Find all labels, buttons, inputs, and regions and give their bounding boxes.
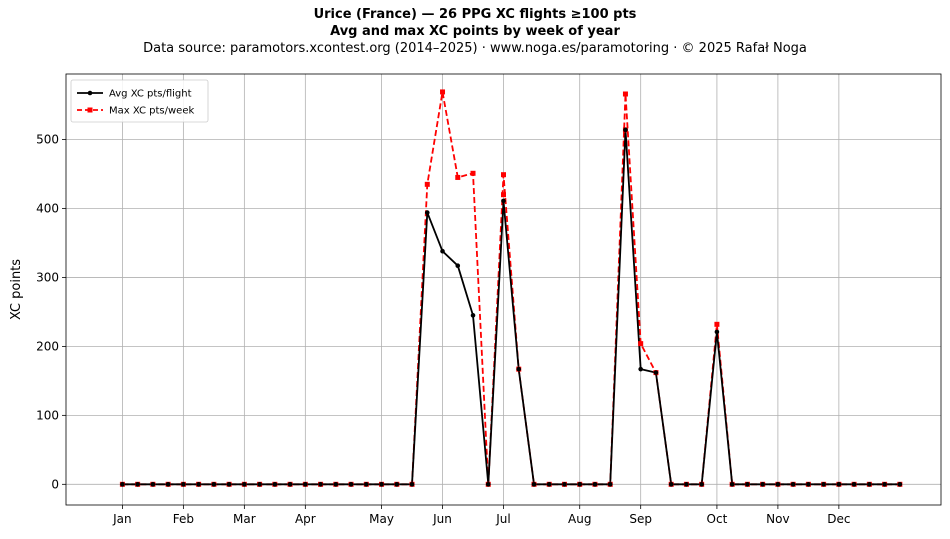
data-point-avg xyxy=(577,482,583,487)
data-point-avg xyxy=(699,482,704,487)
data-point-avg xyxy=(348,482,354,487)
data-point-avg xyxy=(821,482,826,487)
data-point-avg xyxy=(897,482,903,487)
x-tick-label: Feb xyxy=(173,512,194,526)
data-point-avg xyxy=(379,482,384,487)
data-point-avg xyxy=(150,482,156,487)
data-point-avg xyxy=(882,482,887,487)
data-point-avg xyxy=(424,210,430,215)
data-point-avg xyxy=(440,248,445,254)
y-tick-label: 400 xyxy=(36,201,59,215)
data-point-avg xyxy=(653,370,659,375)
data-point-avg xyxy=(638,366,643,372)
chart-title: Urice (France) — 26 PPG XC flights ≥100 … xyxy=(313,7,637,22)
grid-lines xyxy=(66,74,941,505)
legend-label: Avg XC pts/flight xyxy=(109,89,192,100)
y-tick-label: 300 xyxy=(36,270,59,284)
data-point-avg xyxy=(806,482,811,487)
data-point-max xyxy=(714,321,720,327)
y-tick-label: 200 xyxy=(36,339,59,353)
data-point-avg xyxy=(318,482,323,487)
chart-source-note: Data source: paramotors.xcontest.org (20… xyxy=(143,41,807,56)
legend-marker xyxy=(87,90,93,96)
data-point-avg xyxy=(714,329,720,335)
x-tick-label: Dec xyxy=(827,512,850,526)
y-axis-label: XC points xyxy=(9,259,24,320)
plot-frame xyxy=(65,73,942,506)
legend: Avg XC pts/flight Max XC pts/week xyxy=(70,79,209,123)
axes: Jan Feb Mar Apr May Jun Jul Aug Sep Oct Nov Dec 0 100… xyxy=(36,73,942,526)
series-line-avg xyxy=(122,128,900,486)
legend-box xyxy=(70,79,209,123)
data-point-avg xyxy=(135,482,140,487)
data-point-avg xyxy=(226,482,232,487)
data-point-avg xyxy=(257,482,262,487)
data-point-avg xyxy=(607,482,613,487)
x-tick-label: Jan xyxy=(112,512,132,526)
x-tick-label: Sep xyxy=(629,512,652,526)
data-point-max xyxy=(455,174,461,180)
data-point-avg xyxy=(333,482,339,487)
data-point-avg xyxy=(516,366,522,372)
data-point-avg xyxy=(470,313,476,318)
data-point-avg xyxy=(867,482,872,487)
data-point-avg xyxy=(623,127,628,133)
y-tick-label: 500 xyxy=(36,133,59,147)
data-point-avg xyxy=(211,482,217,487)
data-point-avg xyxy=(790,482,796,487)
data-point-avg xyxy=(196,482,201,487)
data-point-avg xyxy=(851,482,857,487)
data-point-avg xyxy=(165,482,171,487)
y-tick-label: 0 xyxy=(51,477,59,491)
data-point-avg xyxy=(760,482,765,487)
data-point-avg xyxy=(531,482,537,487)
data-point-avg xyxy=(729,482,735,487)
data-point-max xyxy=(638,341,644,347)
chart-subtitle: Avg and max XC points by week of year xyxy=(330,24,620,39)
data-point-avg xyxy=(409,482,415,487)
data-point-avg xyxy=(455,263,461,269)
data-point-max xyxy=(470,170,476,176)
x-tick-label: Jul xyxy=(495,512,510,526)
x-tick-label: Jun xyxy=(432,512,452,526)
data-point-max xyxy=(424,181,430,187)
data-point-max xyxy=(501,192,506,198)
x-tick-label: Oct xyxy=(707,512,728,526)
data-point-avg xyxy=(668,482,674,487)
legend-label: Max XC pts/week xyxy=(109,106,194,117)
y-tick-label: 100 xyxy=(36,408,59,422)
data-point-max xyxy=(440,89,446,95)
data-point-avg xyxy=(745,482,750,487)
data-point-avg xyxy=(303,482,308,487)
data-point-max xyxy=(501,172,506,178)
series-layer xyxy=(119,89,903,487)
data-point-avg xyxy=(501,198,506,204)
x-tick-label: Nov xyxy=(766,512,789,526)
x-tick-label: Aug xyxy=(568,512,591,526)
data-point-avg xyxy=(394,482,400,487)
data-point-avg xyxy=(242,482,247,487)
data-point-avg xyxy=(775,482,781,487)
data-point-avg xyxy=(546,482,552,487)
data-point-avg xyxy=(836,482,842,487)
legend-marker xyxy=(87,107,93,113)
data-point-avg xyxy=(485,482,491,487)
data-point-avg xyxy=(592,482,598,487)
data-point-avg xyxy=(364,482,369,487)
data-point-avg xyxy=(684,482,689,487)
x-tick-label: Mar xyxy=(233,512,256,526)
data-point-avg xyxy=(120,482,125,487)
x-tick-label: Apr xyxy=(295,512,316,526)
data-point-max xyxy=(622,91,628,97)
data-point-avg xyxy=(562,482,567,487)
chart-titles: Urice (France) — 26 PPG XC flights ≥100 … xyxy=(0,6,950,58)
data-point-avg xyxy=(181,482,186,487)
x-tick-label: May xyxy=(369,512,394,526)
data-point-avg xyxy=(287,482,293,487)
data-point-avg xyxy=(272,482,278,487)
